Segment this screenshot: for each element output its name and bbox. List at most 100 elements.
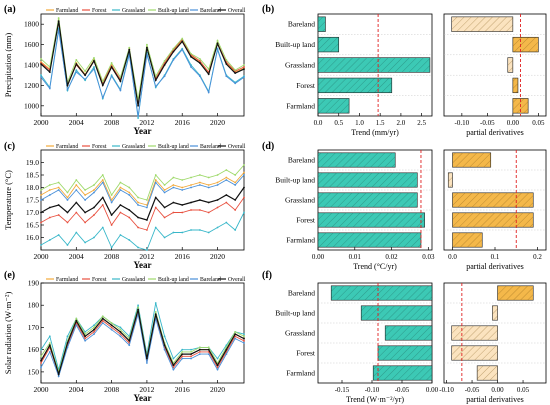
series-point bbox=[101, 80, 104, 83]
series-point bbox=[57, 234, 60, 236]
series-point bbox=[84, 199, 87, 201]
x-tick-label: 0.0 bbox=[314, 119, 323, 127]
series-point bbox=[198, 348, 201, 351]
series-point bbox=[225, 221, 228, 224]
series-point bbox=[75, 71, 78, 74]
legend-label: Overall bbox=[228, 277, 246, 283]
x-axis-label: Year bbox=[134, 260, 152, 270]
y-tick-label: 18.0 bbox=[26, 183, 39, 192]
y-axis-label: Temperature (°C) bbox=[3, 170, 13, 230]
series-point bbox=[40, 211, 42, 214]
series-point bbox=[75, 69, 78, 71]
series-point bbox=[57, 17, 60, 19]
series-point bbox=[93, 60, 95, 62]
bar-hatch bbox=[512, 78, 518, 93]
series-point bbox=[137, 246, 139, 249]
series-point bbox=[198, 229, 201, 231]
series-point bbox=[190, 348, 192, 351]
y-tick-label: 1200 bbox=[24, 81, 39, 90]
legend-label: Overall bbox=[228, 144, 246, 150]
y-tick-label: 190 bbox=[28, 279, 40, 288]
x-tick-label: 0.02 bbox=[385, 253, 398, 261]
bar-hatch bbox=[318, 152, 396, 168]
series-point bbox=[66, 196, 69, 199]
panel-label: (d) bbox=[262, 141, 274, 152]
bar-hatch bbox=[451, 345, 498, 361]
series-point bbox=[84, 330, 87, 333]
x-tick-label: 2.0 bbox=[397, 119, 406, 127]
series-point bbox=[163, 75, 166, 78]
series-point bbox=[146, 229, 148, 231]
series-point bbox=[154, 313, 157, 316]
series-point bbox=[66, 84, 69, 87]
x-tick-label: 0.2 bbox=[533, 253, 542, 261]
series-point bbox=[137, 216, 139, 219]
series-line-bareland bbox=[40, 313, 245, 378]
bar-hatch bbox=[318, 192, 418, 208]
series-point bbox=[119, 234, 122, 236]
bar-chart-f: -0.15 -0.10 -0.05 0.00 Trend (W·m⁻²/yr) Farml… bbox=[262, 270, 439, 404]
series-point bbox=[128, 191, 131, 194]
series-point bbox=[243, 211, 245, 214]
series-point bbox=[216, 364, 219, 367]
series-point bbox=[190, 350, 192, 353]
series-point bbox=[128, 239, 131, 241]
series-point bbox=[40, 76, 42, 79]
series-point bbox=[66, 244, 69, 246]
series-point bbox=[66, 342, 69, 344]
series-point bbox=[225, 75, 228, 78]
series-point bbox=[216, 42, 219, 45]
series-point bbox=[93, 66, 95, 68]
y-tick-label: 150 bbox=[28, 367, 40, 376]
x-tick-label: 1.5 bbox=[376, 119, 385, 127]
x-tick-label: -0.05 bbox=[395, 386, 410, 394]
x-tick-label: 2020 bbox=[210, 385, 225, 394]
legend-label: Forest bbox=[92, 277, 107, 283]
series-point bbox=[181, 211, 184, 214]
y-tick-label: 18.5 bbox=[26, 171, 39, 180]
series-point bbox=[146, 357, 148, 360]
series-point bbox=[163, 216, 166, 219]
series-point bbox=[190, 55, 192, 58]
series-point bbox=[128, 216, 131, 219]
series-point bbox=[48, 87, 51, 90]
x-tick-label: 2016 bbox=[175, 118, 190, 127]
series-point bbox=[119, 326, 122, 329]
series-point bbox=[101, 317, 104, 320]
series-point bbox=[154, 174, 157, 176]
bar-hatch bbox=[318, 78, 392, 93]
series-point bbox=[66, 191, 69, 194]
series-line-overall bbox=[40, 20, 245, 106]
y-tick-label: 180 bbox=[28, 301, 40, 310]
series-point bbox=[137, 104, 139, 107]
series-point bbox=[101, 181, 104, 184]
series-point bbox=[48, 350, 51, 353]
y-tick-label: 17.0 bbox=[26, 208, 39, 217]
series-point bbox=[243, 339, 245, 342]
x-tick-label: 2020 bbox=[210, 252, 225, 261]
x-tick-label: 0.00 bbox=[426, 386, 439, 394]
series-point bbox=[57, 181, 60, 184]
series-point bbox=[128, 209, 131, 211]
plot-frame bbox=[40, 149, 245, 251]
series-point bbox=[181, 48, 184, 51]
series-point bbox=[119, 181, 122, 184]
series-point bbox=[119, 335, 122, 338]
bar-hatch bbox=[452, 232, 483, 248]
series-point bbox=[198, 62, 201, 64]
y-tick-label: 170 bbox=[28, 323, 40, 332]
bar-hatch bbox=[318, 98, 350, 114]
category-label: Bareland bbox=[288, 289, 315, 298]
series-point bbox=[207, 231, 210, 234]
series-point bbox=[198, 353, 201, 356]
series-line-grassland bbox=[40, 212, 245, 251]
series-point bbox=[198, 350, 201, 353]
series-point bbox=[234, 181, 237, 184]
series-point bbox=[216, 366, 219, 369]
series-point bbox=[243, 335, 245, 338]
series-point bbox=[225, 348, 228, 351]
series-point bbox=[137, 304, 139, 307]
x-tick-label: 2008 bbox=[104, 385, 119, 394]
series-point bbox=[93, 68, 95, 70]
